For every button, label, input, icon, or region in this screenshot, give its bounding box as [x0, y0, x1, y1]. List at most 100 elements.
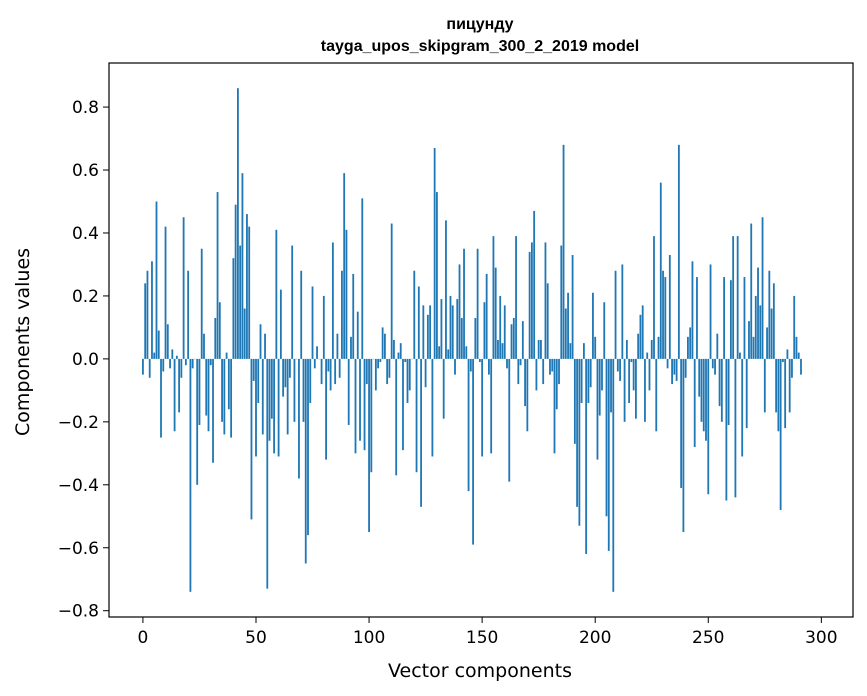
y-tick-label: −0.4 — [58, 476, 99, 496]
bar — [637, 333, 640, 359]
bar — [750, 223, 753, 359]
bar — [528, 251, 531, 359]
bar — [169, 358, 171, 369]
bar — [460, 317, 463, 359]
bar — [341, 270, 343, 359]
bar — [279, 289, 282, 359]
bar — [327, 358, 330, 372]
bar — [429, 305, 432, 359]
bar — [234, 204, 237, 359]
bar — [237, 88, 239, 359]
bar — [246, 214, 248, 359]
x-axis-label: Vector components — [388, 660, 572, 682]
bar — [182, 217, 185, 359]
bar — [578, 358, 581, 526]
bar — [800, 358, 802, 375]
bar — [200, 248, 203, 359]
bar — [476, 248, 479, 359]
bar — [365, 358, 368, 385]
bar — [148, 358, 151, 378]
bar — [770, 308, 773, 359]
x-tick-label: 100 — [353, 628, 385, 648]
bar — [338, 358, 341, 378]
bar — [230, 358, 233, 438]
bar — [537, 340, 540, 359]
bar — [598, 358, 601, 416]
y-tick-label: 0.6 — [72, 161, 99, 181]
bar — [668, 255, 671, 359]
bar — [379, 358, 382, 363]
bar — [370, 358, 373, 473]
y-tick-label: −0.6 — [58, 539, 99, 559]
bar — [397, 352, 400, 359]
y-tick-label: −0.8 — [58, 602, 99, 622]
bar — [671, 358, 673, 385]
bar — [395, 358, 398, 476]
bar — [160, 358, 162, 438]
bar — [214, 317, 217, 359]
bar — [458, 264, 461, 359]
bar — [311, 286, 314, 359]
bar — [605, 358, 608, 517]
bar — [797, 352, 800, 359]
bar — [383, 333, 386, 359]
bar — [555, 358, 558, 410]
bar — [576, 358, 579, 507]
bar — [350, 336, 352, 359]
bar — [791, 358, 793, 378]
bar — [424, 358, 427, 388]
bar — [173, 358, 176, 432]
bar — [682, 358, 685, 533]
bar — [519, 358, 522, 366]
bar — [225, 352, 228, 359]
bar — [284, 358, 287, 388]
bar — [481, 358, 484, 457]
bar — [542, 358, 545, 385]
bar — [779, 358, 782, 510]
bar — [402, 358, 404, 451]
bar — [223, 358, 226, 435]
bar — [781, 358, 784, 363]
bar — [560, 245, 563, 359]
bar — [521, 321, 524, 359]
bar — [356, 311, 359, 359]
bar — [623, 358, 626, 422]
bar — [644, 358, 646, 422]
bar — [675, 358, 678, 381]
bar — [727, 358, 730, 425]
bar — [467, 358, 470, 492]
bar — [524, 358, 526, 407]
bar — [601, 358, 603, 391]
bar — [696, 277, 698, 359]
bar — [736, 236, 739, 359]
bar — [374, 358, 377, 391]
bar — [438, 346, 441, 359]
x-axis-ticks: 0 50 100 150 200 250 300 — [138, 617, 838, 648]
bar — [331, 242, 334, 359]
bar — [625, 340, 628, 359]
bar — [368, 358, 370, 533]
bar — [700, 358, 703, 422]
bar — [329, 358, 332, 391]
chart-title: пицунду — [446, 16, 513, 33]
bar — [795, 336, 798, 359]
bar — [250, 358, 253, 520]
bar — [535, 358, 538, 391]
y-tick-label: 0.0 — [72, 350, 99, 370]
bar — [501, 343, 504, 359]
bar — [191, 358, 194, 369]
bar — [723, 277, 726, 359]
bar — [707, 358, 710, 495]
y-tick-label: −0.2 — [58, 413, 99, 433]
bar — [664, 277, 667, 359]
bar — [259, 324, 262, 359]
bar — [300, 270, 303, 359]
bar — [345, 229, 348, 359]
bar — [187, 270, 190, 359]
bar — [307, 358, 309, 536]
bar — [530, 242, 533, 359]
bar — [757, 267, 759, 359]
x-tick-label: 200 — [579, 628, 611, 648]
bar — [653, 236, 655, 359]
bar — [657, 336, 660, 359]
